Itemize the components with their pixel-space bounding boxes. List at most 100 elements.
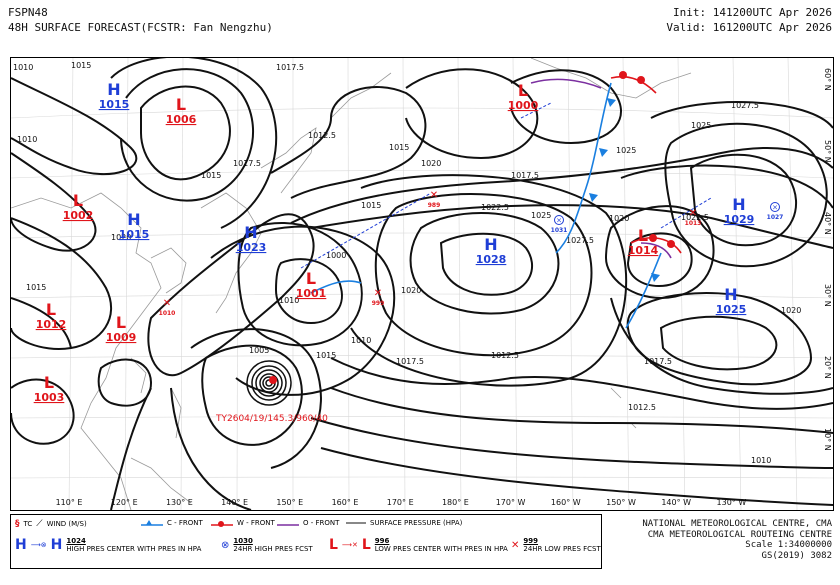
isobar-label: 1015 bbox=[71, 61, 91, 70]
longitude-label: 140° W bbox=[661, 498, 691, 507]
isobar-label: 1010 bbox=[751, 456, 771, 465]
center-value: 1029 bbox=[724, 213, 755, 226]
longitude-label: 160° W bbox=[551, 498, 581, 507]
center-letter: L bbox=[44, 373, 54, 392]
longitude-label: 170° W bbox=[496, 498, 526, 507]
isobar-label: 1015 bbox=[389, 143, 409, 152]
typhoon-symbol: TY2604/19/145.3/960/40 bbox=[215, 376, 328, 424]
cold-front-icon bbox=[141, 520, 163, 526]
low-forecast-marker: ✕989 bbox=[428, 190, 441, 209]
center-letter: H bbox=[732, 195, 745, 214]
center-letter: L bbox=[638, 226, 648, 245]
surface-map: 1010 101510101017.5101510201017.51012.510… bbox=[10, 57, 834, 511]
low-center-icon: L bbox=[329, 537, 338, 553]
isobar-label: 1020 bbox=[111, 233, 131, 242]
isobar-label: 1012.5 bbox=[491, 351, 519, 360]
center-value: 1012 bbox=[36, 318, 67, 331]
chart-title: 48H SURFACE FORECAST(FCSTR: Fan Nengzhu) bbox=[8, 21, 273, 34]
svg-text:999: 999 bbox=[372, 300, 385, 307]
longitude-label: 130° E bbox=[166, 498, 193, 507]
center-value: 1006 bbox=[166, 113, 197, 126]
typhoon-label: TY2604/19/145.3/960/40 bbox=[215, 414, 328, 424]
isobar-label: 1025 bbox=[691, 121, 711, 130]
isobar-label: 1022.5 bbox=[481, 203, 509, 212]
high-forecast-marker: × 1027 bbox=[767, 202, 784, 221]
credit-scale: Scale 1:34000000 bbox=[745, 540, 832, 550]
center-value: 1003 bbox=[34, 391, 65, 404]
svg-text:1027: 1027 bbox=[767, 214, 784, 221]
center-value: 1001 bbox=[296, 287, 327, 300]
legend-l24-value: 999 bbox=[523, 537, 539, 545]
isobar-label: 1005 bbox=[249, 346, 269, 355]
longitude-label: 170° E bbox=[387, 498, 414, 507]
center-value: 1028 bbox=[476, 253, 507, 266]
track-arrow-icon: ⟶⊗ bbox=[30, 541, 47, 549]
legend-occluded-front: O - FRONT bbox=[303, 519, 340, 527]
high-center-icon: H bbox=[15, 537, 27, 553]
isobar-label: 1017.5 bbox=[644, 357, 672, 366]
isobar-label: 1015 bbox=[361, 201, 381, 210]
isobar-label: 1022.5 bbox=[681, 213, 709, 222]
legend-tc: TC bbox=[23, 520, 33, 528]
fronts bbox=[310, 75, 682, 329]
center-value: 1023 bbox=[236, 241, 267, 254]
occluded-front-icon bbox=[277, 524, 299, 526]
front-semicircles bbox=[619, 71, 675, 248]
legend-low-desc: LOW PRES CENTER WITH PRES IN HPA bbox=[374, 545, 508, 553]
center-letter: L bbox=[176, 95, 186, 114]
legend-h24-desc: 24HR HIGH PRES FCST bbox=[233, 545, 313, 553]
legend-isobar: SURFACE PRESSURE (HPA) bbox=[370, 519, 463, 527]
center-value: 1009 bbox=[106, 331, 137, 344]
isobar-label: 1017.5 bbox=[233, 159, 261, 168]
isobar-label: 1020 bbox=[421, 159, 441, 168]
init-time: Init: 141200UTC Apr 2026 bbox=[673, 6, 832, 19]
isobar-label: 1010 bbox=[279, 296, 299, 305]
credit-gs: GS(2019) 3082 bbox=[761, 550, 832, 561]
center-value: 1002 bbox=[63, 209, 94, 222]
high-center-icon-2: H bbox=[50, 537, 63, 553]
isobar-label: 1020 bbox=[401, 286, 421, 295]
svg-text:989: 989 bbox=[428, 202, 441, 209]
longitude-label: 180° E bbox=[442, 498, 469, 507]
isobar-label: 1010 bbox=[13, 63, 33, 72]
svg-text:×: × bbox=[556, 217, 562, 225]
center-letter: H bbox=[724, 285, 737, 304]
longitude-label: 140° E bbox=[221, 498, 248, 507]
latitude-label: 50° N bbox=[823, 140, 832, 163]
isobar-label: 1015 bbox=[316, 351, 336, 360]
high-forecast-icon: ⊗ bbox=[221, 539, 230, 551]
isobar-label: 1010 bbox=[351, 336, 371, 345]
longitude-labels: 110° E 120° E 130° E 140° E 150° E 160° E 170°… bbox=[56, 498, 747, 507]
center-value: 1015 bbox=[99, 98, 130, 111]
isobar-label: 1015 bbox=[201, 171, 221, 180]
svg-text:✕: ✕ bbox=[374, 288, 382, 299]
legend-h24-value: 1030 bbox=[233, 537, 253, 545]
latitude-label: 10° N bbox=[823, 428, 832, 451]
legend-high-value: 1024 bbox=[66, 537, 86, 545]
credits: NATIONAL METEOROLOGICAL CENTRE, CMA CMA … bbox=[642, 519, 832, 561]
center-value: 1015 bbox=[119, 228, 150, 241]
isobar-labels: 1010 101510101017.5101510201017.51012.510… bbox=[13, 61, 801, 465]
legend-high-desc: HIGH PRES CENTER WITH PRES IN HPA bbox=[66, 545, 202, 553]
credit-cma: CMA METEOROLOGICAL ROUTEING CENTRE bbox=[647, 529, 832, 540]
legend-warm-front: W - FRONT bbox=[237, 519, 275, 527]
svg-text:1031: 1031 bbox=[551, 227, 568, 234]
latitude-label: 40° N bbox=[823, 212, 832, 235]
isobar-label: 1027.5 bbox=[731, 101, 759, 110]
isobar-label: 1017.5 bbox=[511, 171, 539, 180]
center-letter: L bbox=[518, 81, 528, 100]
forecast-markers: ✕1010✕999✕989×1031✕1013×1027 bbox=[159, 190, 784, 317]
legend: § TC ⟋ WIND (M/S) C - FRONT W - FRONT O … bbox=[10, 514, 602, 569]
isobar-label: 1017.5 bbox=[396, 357, 424, 366]
latitude-label: 60° N bbox=[823, 68, 832, 91]
longitude-label: 150° E bbox=[276, 498, 303, 507]
isobar-label: 1017.5 bbox=[276, 63, 304, 72]
svg-text:✕: ✕ bbox=[163, 298, 171, 309]
high-forecast-marker: × 1031 bbox=[551, 215, 568, 234]
